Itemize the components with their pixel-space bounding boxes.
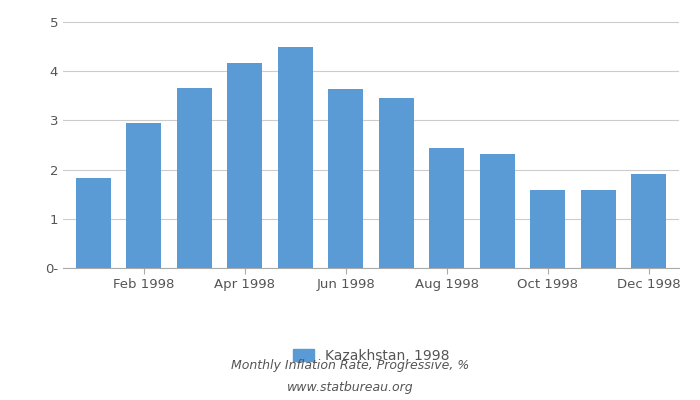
Text: www.statbureau.org: www.statbureau.org xyxy=(287,382,413,394)
Bar xyxy=(126,123,162,268)
Bar xyxy=(580,190,616,268)
Bar xyxy=(530,190,566,268)
Text: Monthly Inflation Rate, Progressive, %: Monthly Inflation Rate, Progressive, % xyxy=(231,360,469,372)
Bar xyxy=(631,174,666,268)
Bar xyxy=(76,178,111,268)
Legend: Kazakhstan, 1998: Kazakhstan, 1998 xyxy=(287,344,455,368)
Bar xyxy=(278,47,313,268)
Bar xyxy=(480,154,515,268)
Bar xyxy=(328,89,363,268)
Bar xyxy=(176,88,212,268)
Bar xyxy=(227,63,262,268)
Bar xyxy=(379,98,414,268)
Bar xyxy=(429,148,464,268)
